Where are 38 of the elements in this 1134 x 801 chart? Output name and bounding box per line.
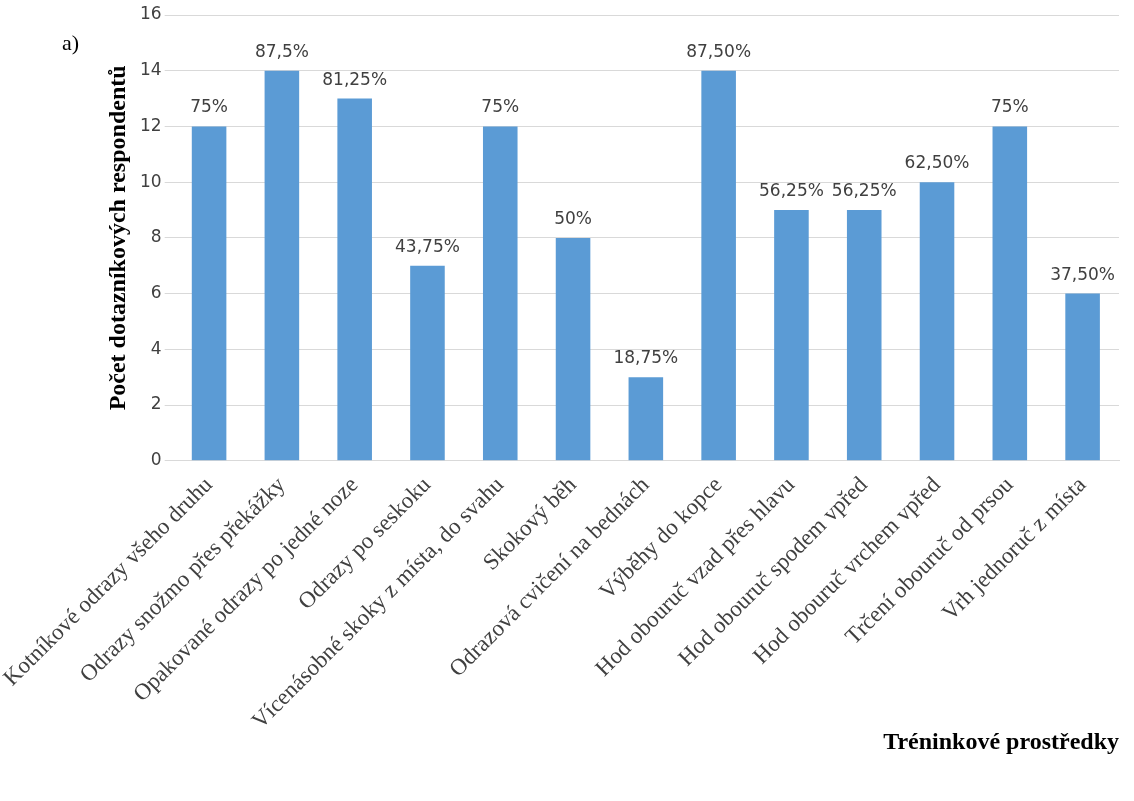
bar xyxy=(774,210,809,461)
y-tick-label: 4 xyxy=(150,337,162,358)
y-tick-label: 6 xyxy=(150,282,162,303)
bar xyxy=(410,265,445,461)
bar xyxy=(919,182,955,461)
x-axis-title: Tréninkové prostředky xyxy=(883,727,1119,754)
annotation: 75% xyxy=(190,96,228,117)
y-tick-label: 14 xyxy=(140,59,162,80)
annotation: 43,75% xyxy=(395,235,460,256)
annotation: 87,5% xyxy=(254,40,309,61)
bar xyxy=(264,70,300,461)
annotation: 81,25% xyxy=(322,68,388,89)
y-tick-label: 0 xyxy=(150,449,162,470)
bar xyxy=(337,98,372,461)
y-tick-label: 16 xyxy=(140,3,162,24)
annotation: 50% xyxy=(554,207,592,228)
annotation: 56,25% xyxy=(831,179,897,200)
y-tick-label: 10 xyxy=(140,170,162,191)
annotation: 56,25% xyxy=(759,179,824,200)
annotation: 37,50% xyxy=(1050,263,1116,284)
bar xyxy=(482,126,518,461)
bar xyxy=(191,126,227,461)
annotation: 18,75% xyxy=(613,347,679,368)
text: a) xyxy=(62,30,80,56)
y-tick-label: 2 xyxy=(150,393,162,414)
annotation: 75% xyxy=(990,96,1029,117)
annotation: 62,50% xyxy=(904,152,970,173)
bar xyxy=(1065,293,1100,461)
bar xyxy=(701,70,736,461)
bar xyxy=(555,237,591,461)
annotation: 75% xyxy=(481,96,520,117)
bar xyxy=(628,377,664,461)
y-axis-title: Počet dotazníkových respondentů xyxy=(103,65,130,411)
y-tick-label: 8 xyxy=(150,226,162,247)
annotation: 87,50% xyxy=(686,40,752,61)
bar xyxy=(992,126,1028,461)
y-tick-label: 12 xyxy=(140,114,162,135)
bar xyxy=(846,210,882,461)
